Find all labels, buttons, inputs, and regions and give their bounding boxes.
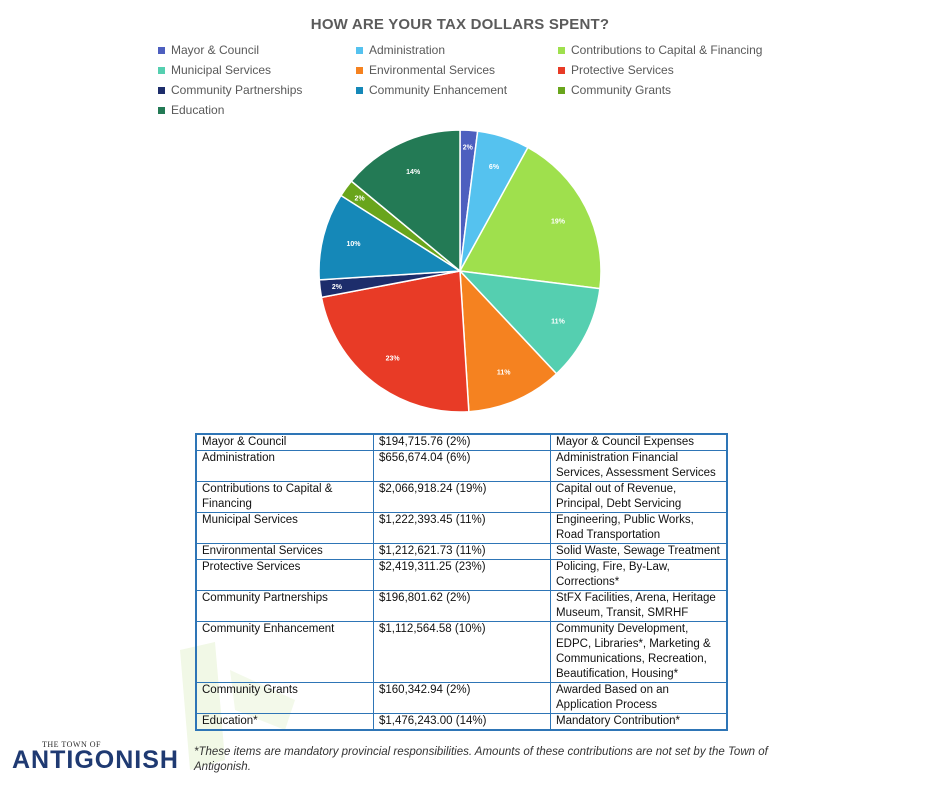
table-cell-description: Awarded Based on an Application Process xyxy=(550,682,728,714)
pie-slice-label: 11% xyxy=(551,318,565,325)
pie-slice-label: 10% xyxy=(346,241,361,248)
table-cell-category: Administration xyxy=(195,450,374,482)
legend-swatch xyxy=(356,46,363,54)
chart-legend: Mayor & Council Administration Contributio… xyxy=(158,43,798,123)
pie-slice xyxy=(320,270,470,413)
table-cell-description: StFX Facilities, Arena, Heritage Museum,… xyxy=(550,590,728,622)
legend-label: Community Partnerships xyxy=(171,83,303,97)
pie-slice xyxy=(459,268,558,413)
table-cell-category: Mayor & Council xyxy=(195,433,374,451)
legend-swatch xyxy=(158,86,165,94)
table-cell-amount: $1,476,243.00 (14%) xyxy=(373,713,551,731)
legend-item: Contributions to Capital & Financing xyxy=(558,43,762,57)
table-cell-category: Community Grants xyxy=(195,682,374,714)
pie-chart: 2% 6% 19% 11% 11% 23% 2% 10% 2% 14% xyxy=(318,129,602,413)
pie-slice xyxy=(318,194,463,281)
legend-label: Municipal Services xyxy=(171,63,272,77)
table-cell-category: Protective Services xyxy=(195,559,374,591)
legend-item: Education xyxy=(158,103,224,117)
table-cell-amount: $160,342.94 (2%) xyxy=(373,682,551,714)
table-cell-category: Contributions to Capital & Financing xyxy=(195,481,374,513)
legend-label: Protective Services xyxy=(571,63,674,77)
pie-slice-label: 2% xyxy=(332,284,343,291)
logo-top-text: THE TOWN OF xyxy=(42,740,101,749)
legend-item: Community Partnerships xyxy=(158,83,302,97)
chart-title: HOW ARE YOUR TAX DOLLARS SPENT? xyxy=(310,16,610,33)
pie-slice-label: 2% xyxy=(355,196,366,203)
pie-slice-label: 23% xyxy=(386,355,401,362)
table-cell-category: Education* xyxy=(195,713,374,731)
legend-swatch xyxy=(356,86,363,94)
town-logo: THE TOWN OF ANTIGONISH xyxy=(12,738,190,778)
table-row: Education* $1,476,243.00 (14%) Mandatory C… xyxy=(195,713,728,731)
table-cell-description: Capital out of Revenue, Principal, Debt … xyxy=(550,481,728,513)
table-cell-category: Environmental Services xyxy=(195,543,374,560)
legend-swatch xyxy=(558,46,565,54)
legend-item: Municipal Services xyxy=(158,63,271,77)
legend-label: Environmental Services xyxy=(369,63,496,77)
table-row: Protective Services $2,419,311.25 (23%) Po… xyxy=(195,559,728,591)
legend-label: Administration xyxy=(369,43,446,57)
pie-slice-label: 19% xyxy=(551,219,566,226)
legend-swatch xyxy=(158,66,165,74)
legend-swatch xyxy=(158,46,165,54)
legend-item: Administration xyxy=(356,43,445,57)
table-cell-amount: $194,715.76 (2%) xyxy=(373,433,551,451)
legend-label: Contributions to Capital & Financing xyxy=(571,43,763,57)
pie-slice xyxy=(458,146,602,290)
legend-label: Community Grants xyxy=(571,83,672,97)
table-cell-description: Engineering, Public Works, Road Transpor… xyxy=(550,512,728,544)
table-cell-amount: $2,066,918.24 (19%) xyxy=(373,481,551,513)
table-cell-amount: $2,419,311.25 (23%) xyxy=(373,559,551,591)
table-cell-category: Community Partnerships xyxy=(195,590,374,622)
table-row: Environmental Services $1,212,621.73 (11%… xyxy=(195,543,728,560)
legend-item: Community Grants xyxy=(558,83,671,97)
logo-main-text: ANTIGONISH xyxy=(12,746,179,774)
table-cell-description: Solid Waste, Sewage Treatment xyxy=(550,543,728,560)
legend-swatch xyxy=(558,86,565,94)
table-row: Contributions to Capital & Financing $2,0… xyxy=(195,481,728,513)
legend-item: Protective Services xyxy=(558,63,674,77)
footnote: *These items are mandatory provincial re… xyxy=(194,746,768,773)
pie-slice-label: 6% xyxy=(489,164,500,171)
table-cell-category: Community Enhancement xyxy=(195,621,374,683)
pie-slice-label: 2% xyxy=(463,145,474,152)
table-cell-description: Community Development, EDPC, Libraries*,… xyxy=(550,621,728,683)
legend-item: Community Enhancement xyxy=(356,83,507,97)
pie-slice-label: 11% xyxy=(497,369,511,376)
table-cell-amount: $1,112,564.58 (10%) xyxy=(373,621,551,683)
legend-item: Mayor & Council xyxy=(158,43,259,57)
legend-label: Education xyxy=(171,103,225,117)
table-cell-amount: $1,212,621.73 (11%) xyxy=(373,543,551,560)
table-cell-description: Mayor & Council Expenses xyxy=(550,433,728,451)
legend-swatch xyxy=(158,106,165,114)
table-row: Municipal Services $1,222,393.45 (11%) Eng… xyxy=(195,512,728,544)
table-row: Community Enhancement $1,112,564.58 (10%)… xyxy=(195,621,728,683)
table-cell-amount: $656,674.04 (6%) xyxy=(373,450,551,482)
table-cell-description: Policing, Fire, By-Law, Corrections* xyxy=(550,559,728,591)
legend-swatch xyxy=(356,66,363,74)
legend-label: Mayor & Council xyxy=(171,43,260,57)
legend-swatch xyxy=(558,66,565,74)
table-cell-amount: $1,222,393.45 (11%) xyxy=(373,512,551,544)
pie-slice-label: 14% xyxy=(406,169,421,176)
pie-slice xyxy=(458,269,601,375)
table-row: Community Grants $160,342.94 (2%) Awarded … xyxy=(195,682,728,714)
legend-label: Community Enhancement xyxy=(369,83,508,97)
table-row: Mayor & Council $194,715.76 (2%) Mayor & C… xyxy=(195,433,728,451)
table-cell-category: Municipal Services xyxy=(195,512,374,544)
legend-item: Environmental Services xyxy=(356,63,495,77)
budget-table: Mayor & Council $194,715.76 (2%) Mayor & C… xyxy=(195,433,728,731)
table-cell-description: Mandatory Contribution* xyxy=(550,713,728,731)
table-cell-description: Administration Financial Services, Asses… xyxy=(550,450,728,482)
table-row: Administration $656,674.04 (6%) Administra… xyxy=(195,450,728,482)
table-cell-amount: $196,801.62 (2%) xyxy=(373,590,551,622)
pie-slice xyxy=(350,129,461,273)
table-row: Community Partnerships $196,801.62 (2%) St… xyxy=(195,590,728,622)
